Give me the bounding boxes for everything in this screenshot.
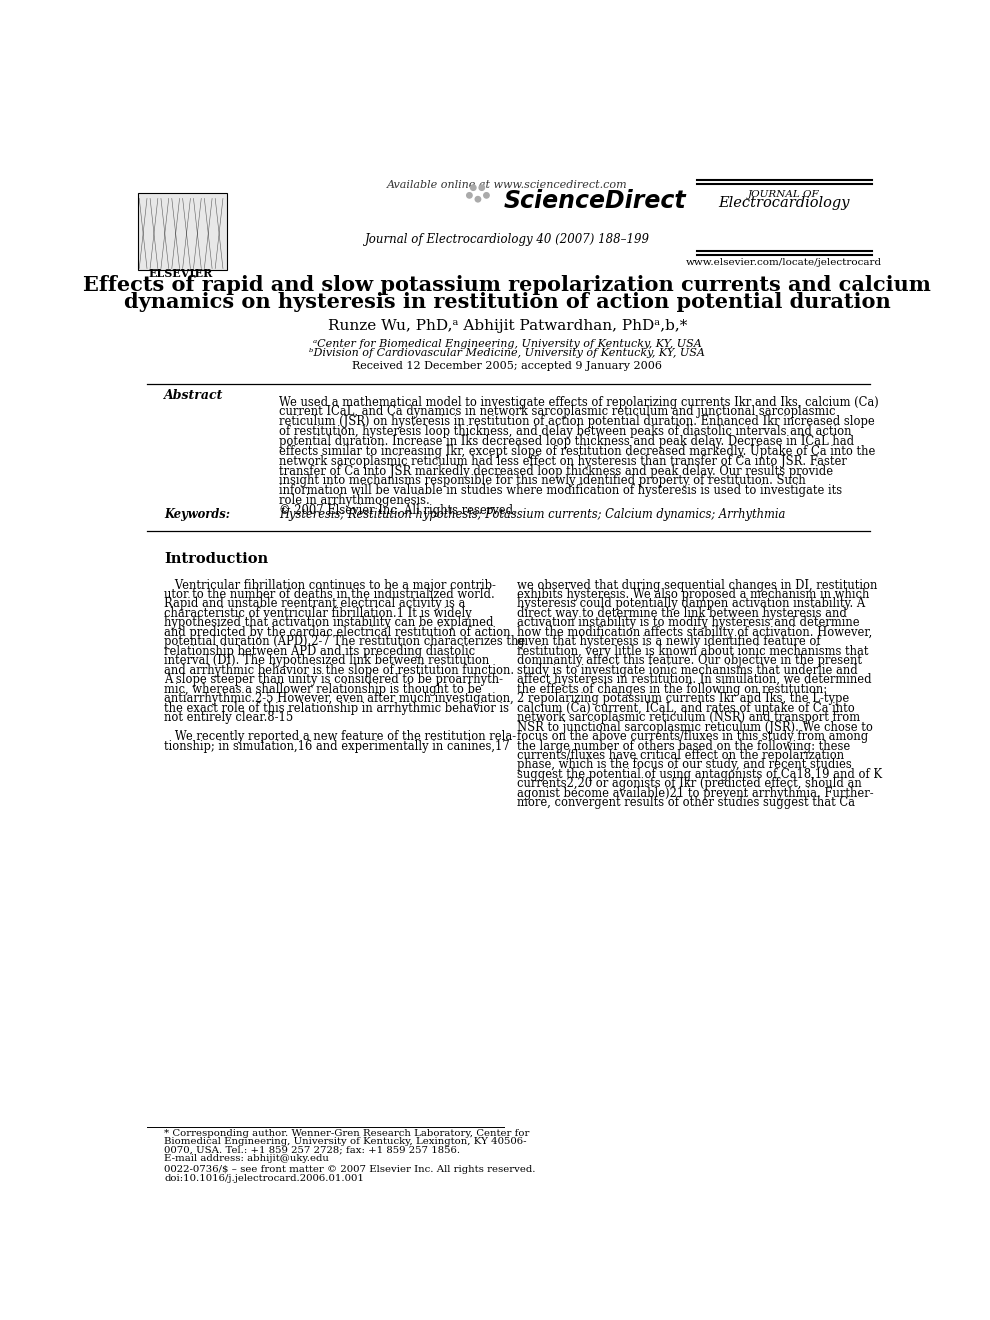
Text: potential duration. Increase in Iks decreased loop thickness and peak delay. Dec: potential duration. Increase in Iks decr…: [279, 436, 853, 447]
Text: how the modification affects stability of activation. However,: how the modification affects stability o…: [517, 626, 872, 639]
Text: phase, which is the focus of our study, and recent studies: phase, which is the focus of our study, …: [517, 759, 851, 771]
Text: calcium (Ca) current, ICaL, and rates of uptake of Ca into: calcium (Ca) current, ICaL, and rates of…: [517, 702, 854, 714]
Text: doi:10.1016/j.jelectrocard.2006.01.001: doi:10.1016/j.jelectrocard.2006.01.001: [164, 1173, 364, 1183]
Text: the exact role of this relationship in arrhythmic behavior is: the exact role of this relationship in a…: [164, 702, 509, 714]
Text: information will be valuable in studies where modification of hysteresis is used: information will be valuable in studies …: [279, 484, 842, 498]
Text: www.elsevier.com/locate/jelectrocard: www.elsevier.com/locate/jelectrocard: [686, 257, 882, 267]
Circle shape: [475, 197, 480, 202]
Text: and arrhythmic behavior is the slope of restitution function.: and arrhythmic behavior is the slope of …: [164, 664, 514, 677]
Circle shape: [470, 185, 476, 190]
Text: E-mail address: abhijit@uky.edu: E-mail address: abhijit@uky.edu: [164, 1154, 329, 1163]
Text: given that hysteresis is a newly identified feature of: given that hysteresis is a newly identif…: [517, 635, 821, 648]
Text: Electrocardiology: Electrocardiology: [719, 195, 849, 210]
Text: currents2,20 or agonists of Ikr (predicted effect, should an: currents2,20 or agonists of Ikr (predict…: [517, 777, 861, 791]
Text: Ventricular fibrillation continues to be a major contrib-: Ventricular fibrillation continues to be…: [164, 578, 496, 591]
Text: currents/fluxes have critical effect on the repolarization: currents/fluxes have critical effect on …: [517, 748, 843, 762]
Text: and predicted by the cardiac electrical restitution of action: and predicted by the cardiac electrical …: [164, 626, 511, 639]
Text: Abstract: Abstract: [164, 389, 224, 403]
Text: * Corresponding author. Wenner-Gren Research Laboratory, Center for: * Corresponding author. Wenner-Gren Rese…: [164, 1129, 530, 1138]
Text: We used a mathematical model to investigate effects of repolarizing currents Ikr: We used a mathematical model to investig…: [279, 396, 878, 409]
Text: of restitution, hysteresis loop thickness, and delay between peaks of diastolic : of restitution, hysteresis loop thicknes…: [279, 425, 851, 438]
Text: transfer of Ca into JSR markedly decreased loop thickness and peak delay. Our re: transfer of Ca into JSR markedly decreas…: [279, 465, 833, 478]
Text: ᵃCenter for Biomedical Engineering, University of Kentucky, KY, USA: ᵃCenter for Biomedical Engineering, Univ…: [313, 339, 702, 348]
Text: affect hysteresis in restitution. In simulation, we determined: affect hysteresis in restitution. In sim…: [517, 673, 871, 686]
Text: Effects of rapid and slow potassium repolarization currents and calcium: Effects of rapid and slow potassium repo…: [83, 275, 932, 294]
Text: ScienceDirect: ScienceDirect: [504, 190, 686, 214]
Text: Biomedical Engineering, University of Kentucky, Lexington, KY 40506-: Biomedical Engineering, University of Ke…: [164, 1137, 527, 1146]
Text: antiarrhythmic.2-5 However, even after much investigation,: antiarrhythmic.2-5 However, even after m…: [164, 692, 514, 705]
Text: tionship; in simulation,16 and experimentally in canines,17: tionship; in simulation,16 and experimen…: [164, 739, 510, 752]
Text: ELSEVIER: ELSEVIER: [148, 268, 213, 280]
Text: relationship between APD and its preceding diastolic: relationship between APD and its precedi…: [164, 644, 475, 657]
Circle shape: [466, 193, 472, 198]
Circle shape: [484, 193, 489, 198]
Bar: [138, 193, 227, 271]
Text: utor to the number of deaths in the industrialized world.: utor to the number of deaths in the indu…: [164, 587, 495, 601]
Text: We recently reported a new feature of the restitution rela-: We recently reported a new feature of th…: [164, 730, 516, 743]
Text: the large number of others based on the following: these: the large number of others based on the …: [517, 739, 850, 752]
Text: A slope steeper than unity is considered to be proarrhyth-: A slope steeper than unity is considered…: [164, 673, 503, 686]
Text: exhibits hysteresis. We also proposed a mechanism in which: exhibits hysteresis. We also proposed a …: [517, 587, 869, 601]
Text: suggest the potential of using antagonists of Ca18,19 and of K: suggest the potential of using antagonis…: [517, 768, 882, 781]
Text: 0070, USA. Tel.: +1 859 257 2728; fax: +1 859 257 1856.: 0070, USA. Tel.: +1 859 257 2728; fax: +…: [164, 1146, 460, 1155]
Text: © 2007 Elsevier Inc. All rights reserved.: © 2007 Elsevier Inc. All rights reserved…: [279, 504, 517, 517]
Text: network sarcoplasmic reticulum had less effect on hysteresis than transfer of Ca: network sarcoplasmic reticulum had less …: [279, 454, 846, 467]
Text: focus on the above currents/fluxes in this study from among: focus on the above currents/fluxes in th…: [517, 730, 868, 743]
Text: JOURNAL OF: JOURNAL OF: [748, 190, 820, 199]
Text: hypothesized that activation instability can be explained: hypothesized that activation instability…: [164, 616, 494, 630]
Text: agonist become available)21 to prevent arrhythmia. Further-: agonist become available)21 to prevent a…: [517, 787, 873, 800]
Text: study is to investigate ionic mechanisms that underlie and: study is to investigate ionic mechanisms…: [517, 664, 857, 677]
Text: role in arrhythmogenesis.: role in arrhythmogenesis.: [279, 494, 430, 507]
Text: Hysteresis; Restitution hypothesis; Potassium currents; Calcium dynamics; Arrhyt: Hysteresis; Restitution hypothesis; Pota…: [279, 508, 785, 521]
Text: potential duration (APD).2-7 The restitution characterizes the: potential duration (APD).2-7 The restitu…: [164, 635, 526, 648]
Text: interval (DI). The hypothesized link between restitution: interval (DI). The hypothesized link bet…: [164, 655, 489, 668]
Text: current ICaL, and Ca dynamics in network sarcoplasmic reticulum and junctional s: current ICaL, and Ca dynamics in network…: [279, 405, 836, 418]
Text: Received 12 December 2005; accepted 9 January 2006: Received 12 December 2005; accepted 9 Ja…: [352, 360, 662, 371]
Text: network sarcoplasmic reticulum (NSR) and transport from: network sarcoplasmic reticulum (NSR) and…: [517, 711, 859, 725]
Text: the effects of changes in the following on restitution:: the effects of changes in the following …: [517, 682, 827, 696]
Text: Available online at www.sciencedirect.com: Available online at www.sciencedirect.co…: [387, 180, 628, 190]
Text: direct way to determine the link between hysteresis and: direct way to determine the link between…: [517, 607, 846, 620]
Text: effects similar to increasing Ikr, except slope of restitution decreased markedl: effects similar to increasing Ikr, excep…: [279, 445, 875, 458]
Text: Keywords:: Keywords:: [164, 508, 230, 521]
Text: mic, whereas a shallower relationship is thought to be: mic, whereas a shallower relationship is…: [164, 682, 482, 696]
Text: 0022-0736/$ – see front matter © 2007 Elsevier Inc. All rights reserved.: 0022-0736/$ – see front matter © 2007 El…: [164, 1166, 536, 1175]
Text: activation instability is to modify hysteresis and determine: activation instability is to modify hyst…: [517, 616, 859, 630]
Text: we observed that during sequential changes in DI, restitution: we observed that during sequential chang…: [517, 578, 877, 591]
Text: restitution, very little is known about ionic mechanisms that: restitution, very little is known about …: [517, 644, 868, 657]
Text: hysteresis could potentially dampen activation instability. A: hysteresis could potentially dampen acti…: [517, 598, 865, 610]
Circle shape: [479, 185, 484, 190]
Text: Runze Wu, PhD,ᵃ Abhijit Patwardhan, PhDᵃ,b,*: Runze Wu, PhD,ᵃ Abhijit Patwardhan, PhDᵃ…: [328, 319, 687, 333]
Text: Rapid and unstable reentrant electrical activity is a: Rapid and unstable reentrant electrical …: [164, 598, 465, 610]
Text: insight into mechanisms responsible for this newly identified property of restit: insight into mechanisms responsible for …: [279, 474, 806, 487]
Text: not entirely clear.8-15: not entirely clear.8-15: [164, 711, 293, 725]
Text: reticulum (JSR) on hysteresis in restitution of action potential duration. Enhan: reticulum (JSR) on hysteresis in restitu…: [279, 416, 874, 428]
Text: Introduction: Introduction: [164, 552, 268, 566]
Text: 2 repolarizing potassium currents Ikr and Iks, the L-type: 2 repolarizing potassium currents Ikr an…: [517, 692, 848, 705]
Text: characteristic of ventricular fibrillation.1 It is widely: characteristic of ventricular fibrillati…: [164, 607, 472, 620]
Text: dynamics on hysteresis in restitution of action potential duration: dynamics on hysteresis in restitution of…: [124, 292, 891, 312]
Text: NSR to junctional sarcoplasmic reticulum (JSR). We chose to: NSR to junctional sarcoplasmic reticulum…: [517, 721, 872, 734]
Text: ᵇDivision of Cardiovascular Medicine, University of Kentucky, KY, USA: ᵇDivision of Cardiovascular Medicine, Un…: [310, 348, 705, 358]
Text: more, convergent results of other studies suggest that Ca: more, convergent results of other studie…: [517, 796, 854, 809]
Text: dominantly affect this feature. Our objective in the present: dominantly affect this feature. Our obje…: [517, 655, 861, 668]
Text: Journal of Electrocardiology 40 (2007) 188–199: Journal of Electrocardiology 40 (2007) 1…: [365, 234, 649, 246]
